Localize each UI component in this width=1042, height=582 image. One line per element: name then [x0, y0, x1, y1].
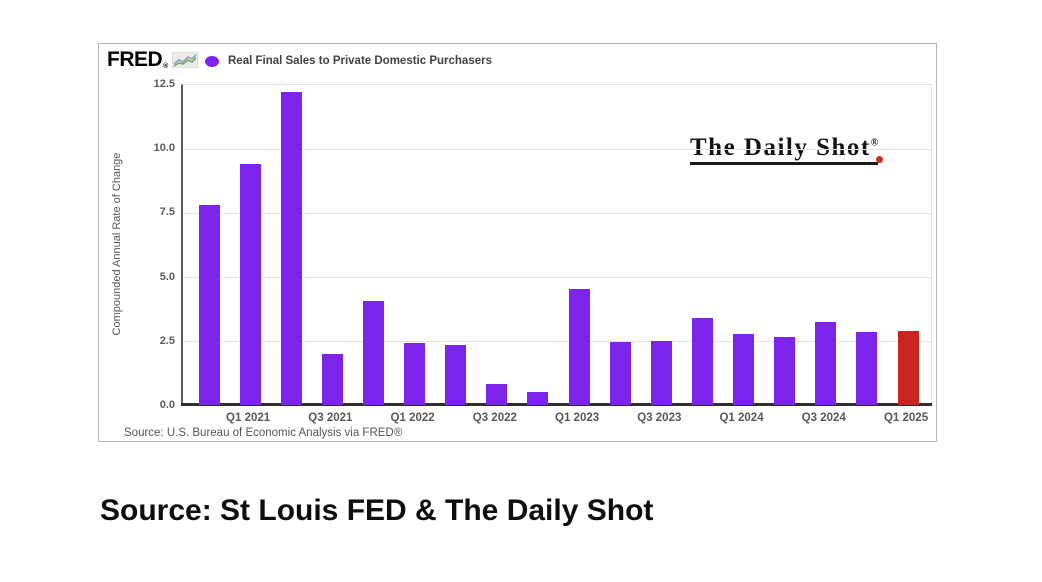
gridline-y-10.0	[183, 148, 931, 150]
fred-logo: FRED ®	[107, 48, 198, 72]
x-tick-label-q3-2023: Q3 2023	[637, 412, 682, 424]
gridline-y-2.5	[183, 341, 931, 343]
daily-shot-text: The Daily Shot®	[690, 134, 879, 165]
x-tick-label-q1-2024: Q1 2024	[719, 412, 764, 424]
x-tick-label-q1-2025: Q1 2025	[883, 412, 929, 424]
bar-q1-2025	[897, 330, 919, 405]
x-tick-label-q1-2023: Q1 2023	[555, 412, 600, 424]
daily-shot-red-dot-icon	[876, 156, 884, 163]
x-axis-line	[181, 403, 932, 406]
bar-q2-2024	[774, 336, 796, 405]
bar-q1-2021	[239, 163, 261, 405]
fred-chart-panel: FRED ® Real Final Sales to Private Domest…	[98, 43, 937, 442]
y-tick-label-7.5: 7.5	[159, 206, 175, 219]
slide-caption: Source: St Louis FED & The Daily Shot	[100, 494, 654, 527]
bar-q3-2023	[650, 340, 672, 405]
source-note: Source: U.S. Bureau of Economic Analysis…	[124, 427, 403, 439]
bar-q3-2021	[321, 353, 343, 405]
legend-series-label: Real Final Sales to Private Domestic Pur…	[228, 55, 492, 67]
bar-q1-2023	[568, 289, 590, 405]
y-tick-label-12.5: 12.5	[153, 78, 175, 90]
bar-q3-2022	[486, 384, 508, 405]
y-tick-label-2.5: 2.5	[159, 334, 175, 347]
plot-area: The Daily Shot®	[181, 84, 932, 406]
bar-q2-2021	[280, 91, 302, 405]
y-tick-label-5.0: 5.0	[159, 270, 175, 283]
bar-q1-2022	[404, 343, 426, 405]
chart-legend: Real Final Sales to Private Domestic Pur…	[205, 55, 492, 67]
legend-dot-icon	[205, 55, 219, 67]
bar-q4-2023	[691, 317, 713, 405]
bar-q2-2022	[445, 344, 467, 405]
bar-q4-2020	[198, 204, 220, 405]
gridline-y-5.0	[183, 277, 931, 279]
x-tick-label-q1-2021: Q1 2021	[226, 412, 271, 424]
fred-logo-text: FRED	[107, 48, 163, 71]
x-tick-label-q3-2022: Q3 2022	[472, 412, 517, 424]
y-tick-label-10.0: 10.0	[153, 142, 175, 155]
fred-registered-mark: ®	[163, 63, 168, 70]
x-tick-label-q1-2022: Q1 2022	[390, 412, 435, 424]
bar-q4-2021	[362, 301, 384, 405]
bar-q2-2023	[609, 342, 631, 405]
fred-sparkline-icon	[171, 52, 198, 68]
bar-q1-2024	[733, 334, 755, 405]
x-tick-label-q3-2021: Q3 2021	[308, 412, 353, 424]
y-axis-title: Compounded Annual Rate of Change	[111, 152, 123, 336]
y-tick-label-0.0: 0.0	[159, 399, 175, 411]
bar-q4-2022	[527, 392, 549, 405]
bar-q3-2024	[815, 321, 837, 405]
daily-shot-registered-mark: ®	[870, 137, 879, 149]
gridline-y-7.5	[183, 212, 931, 214]
bar-q4-2024	[856, 331, 878, 405]
x-tick-label-q3-2024: Q3 2024	[801, 412, 846, 424]
